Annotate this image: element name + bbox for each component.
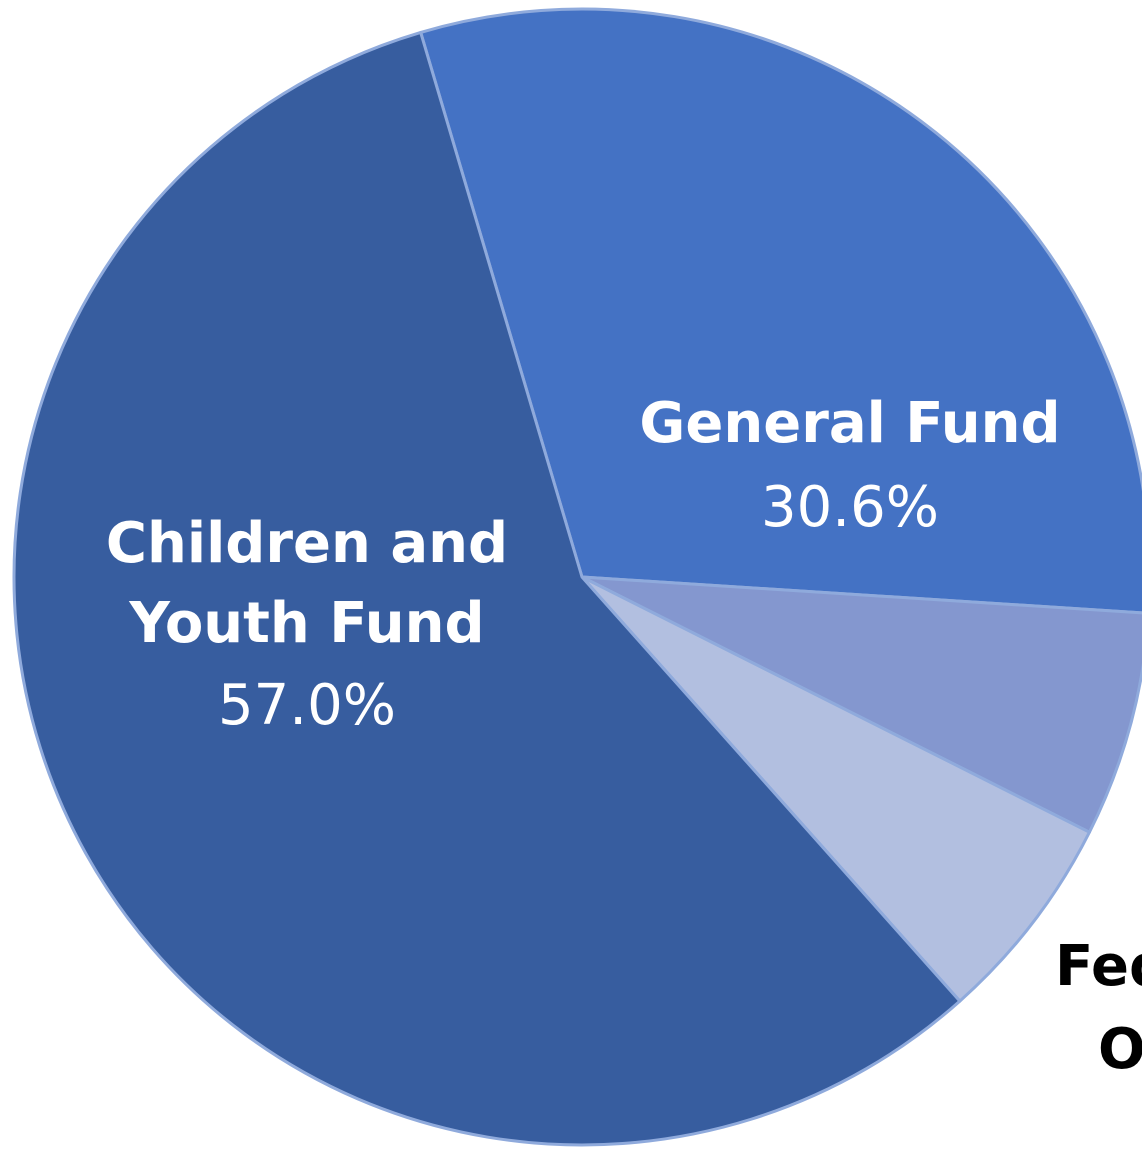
slice-value-children-youth: 57.0% — [218, 673, 396, 738]
slice-label-children-youth-line2: Youth Fund — [128, 591, 484, 656]
slice-general-fund — [419, 7, 1142, 615]
slice-label-federal-line2: Other — [1098, 1017, 1142, 1082]
slice-label-general-fund: General Fund — [639, 391, 1060, 456]
pie-slices — [12, 7, 1142, 1147]
slice-unlabeled — [580, 575, 1142, 834]
slice-federal-and-other — [580, 575, 1091, 1003]
slice-children-and-youth-fund — [12, 30, 962, 1147]
slice-label-federal-line1: Federal and — [1055, 934, 1142, 999]
slice-label-children-youth-line1: Children and — [106, 511, 508, 576]
slice-value-general-fund: 30.6% — [761, 475, 939, 540]
